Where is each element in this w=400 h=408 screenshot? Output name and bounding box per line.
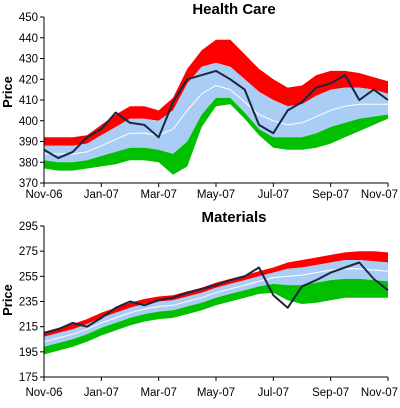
- y-tick-label: 450: [19, 12, 38, 24]
- y-tick-label: 295: [19, 221, 38, 233]
- y-tick-label: 430: [19, 54, 38, 66]
- chart-title: Materials: [201, 209, 266, 226]
- y-tick-label: 275: [19, 246, 38, 258]
- x-tick-label: Jul-07: [258, 189, 289, 201]
- y-tick-label: 235: [19, 297, 38, 309]
- x-tick-label: Nov-07: [361, 189, 398, 201]
- price-line: [43, 69, 389, 160]
- x-tick-label: Mar-07: [140, 189, 176, 201]
- inner-blue-band: [44, 260, 388, 347]
- x-tick-label: Nov-06: [25, 189, 62, 201]
- chart-panel-1: 370 380 390 400 410 420 430 440 450 Nov-06 Jan-07 M…: [0, 1, 398, 201]
- y-axis-label: Price: [0, 284, 15, 316]
- y-tick-label: 440: [19, 33, 38, 45]
- y-tick-label: 420: [19, 74, 38, 86]
- x-tick-label: Mar-07: [140, 387, 176, 399]
- x-tick-label: Nov-07: [361, 387, 398, 399]
- y-tick-label: 255: [19, 271, 38, 283]
- x-tick-label: May-07: [197, 387, 235, 399]
- y-tick-label: 410: [19, 95, 38, 107]
- y-tick-label: 400: [19, 116, 38, 128]
- middle-line: [43, 268, 389, 343]
- x-tick-label: Sep-07: [312, 189, 349, 201]
- y-tick-label: 380: [19, 157, 38, 169]
- lower-green-band: [44, 278, 388, 355]
- upper-red-band: [44, 39, 388, 146]
- inner-blue-band: [44, 62, 388, 163]
- upper-red-band: [44, 251, 388, 337]
- y-tick-label: 390: [19, 137, 38, 149]
- lower-green-band: [44, 97, 388, 175]
- x-tick-label: Jan-07: [84, 189, 119, 201]
- chart-title: Health Care: [192, 1, 275, 18]
- y-tick-label: 195: [19, 347, 38, 359]
- x-tick-label: Jan-07: [84, 387, 119, 399]
- middle-line: [44, 85, 388, 155]
- x-tick-label: Sep-07: [312, 387, 349, 399]
- chart-panel-2: 175 195 215 235 255 275 295 Nov-06 Jan-07 Mar-07 M…: [0, 209, 398, 399]
- x-tick-label: May-07: [197, 189, 235, 201]
- y-tick-label: 175: [19, 372, 38, 384]
- price-line: [43, 261, 389, 334]
- x-tick-label: Nov-06: [25, 387, 62, 399]
- y-tick-label: 215: [19, 322, 38, 334]
- y-axis-label: Price: [0, 76, 15, 108]
- y-tick-label: 370: [19, 178, 38, 190]
- x-tick-label: Jul-07: [258, 387, 289, 399]
